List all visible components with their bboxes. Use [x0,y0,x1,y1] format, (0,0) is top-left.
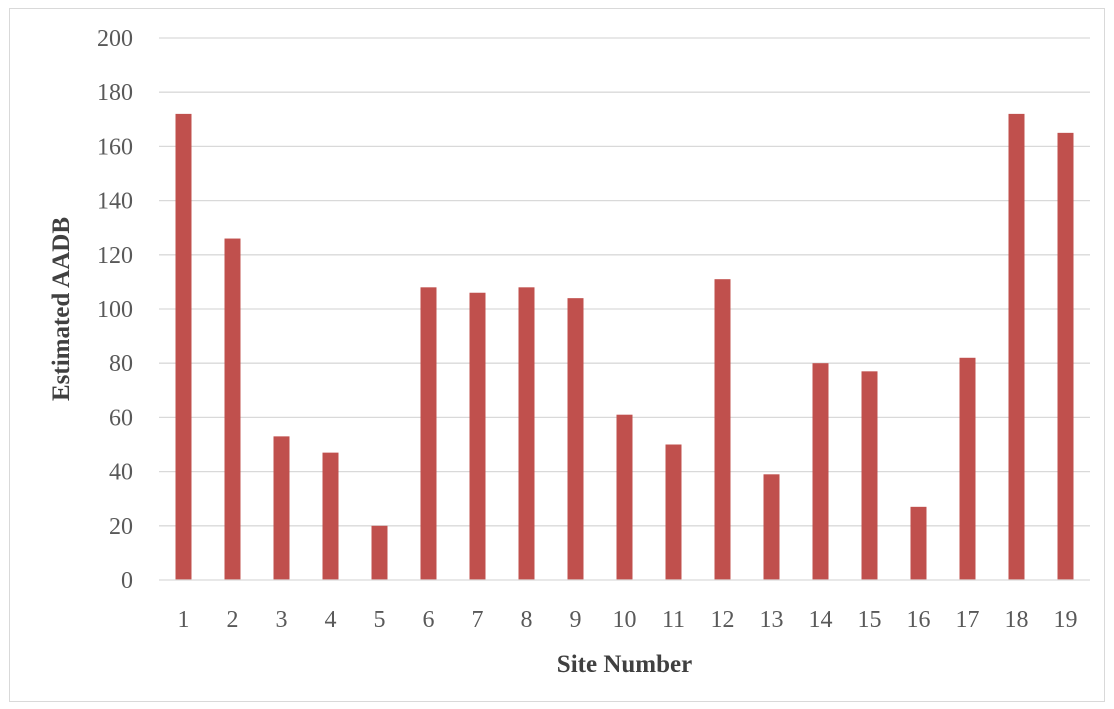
bar-site-6 [420,287,437,580]
x-axis-title: Site Number [557,651,692,678]
bar-site-19 [1057,132,1074,580]
y-tick-label: 20 [109,514,133,540]
bar-site-11 [665,444,682,580]
x-tick-label: 13 [760,607,784,633]
x-tick-label: 5 [374,607,386,633]
y-tick-labels: 0 20 40 60 80 100 120 140 160 180 200 [97,26,133,594]
x-tick-label: 14 [809,607,833,633]
bar-site-13 [763,474,780,580]
bar-site-8 [518,287,535,580]
y-tick-label: 180 [97,80,133,106]
y-tick-label: 80 [109,351,133,377]
y-tick-label: 40 [109,460,133,486]
y-tick-label: 160 [97,134,133,160]
x-tick-label: 7 [472,607,484,633]
bar-site-5 [371,525,388,580]
bar-site-14 [812,363,829,580]
x-tick-label: 10 [613,607,637,633]
y-tick-label: 200 [97,26,133,52]
x-tick-label: 19 [1054,607,1078,633]
bar-site-16 [910,506,927,580]
bar-site-10 [616,414,633,580]
bar-site-2 [224,238,241,581]
x-tick-label: 17 [956,607,980,633]
bar-site-3 [273,436,290,580]
chart-frame [9,8,1105,702]
x-tick-label: 3 [276,607,288,633]
y-tick-label: 140 [97,189,133,215]
y-tick-label: 0 [121,568,133,594]
x-tick-label: 11 [662,607,685,633]
x-tick-label: 8 [521,607,533,633]
x-tick-labels: 1 2 3 4 5 6 7 8 9 10 11 12 13 14 15 16 17 18 19 [178,607,1078,633]
x-tick-label: 1 [178,607,190,633]
y-tick-label: 60 [109,405,133,431]
x-tick-label: 16 [907,607,931,633]
bar-site-12 [714,279,731,580]
bar-site-4 [322,452,339,580]
x-tick-label: 4 [325,607,337,633]
bar-site-17 [959,357,976,580]
gridlines [159,37,1090,527]
x-tick-label: 12 [711,607,735,633]
bar-site-7 [469,292,486,580]
bar-site-1 [175,113,192,580]
x-tick-label: 2 [227,607,239,633]
x-tick-label: 15 [858,607,882,633]
bar-site-9 [567,298,584,580]
x-tick-label: 9 [570,607,582,633]
y-tick-label: 120 [97,243,133,269]
bar-site-15 [861,371,878,580]
x-tick-label: 18 [1005,607,1029,633]
bar-site-18 [1008,113,1025,580]
y-axis-title: Estimated AADB [48,217,75,401]
bars [175,113,1074,581]
y-tick-label: 100 [97,297,133,323]
x-tick-label: 6 [423,607,435,633]
